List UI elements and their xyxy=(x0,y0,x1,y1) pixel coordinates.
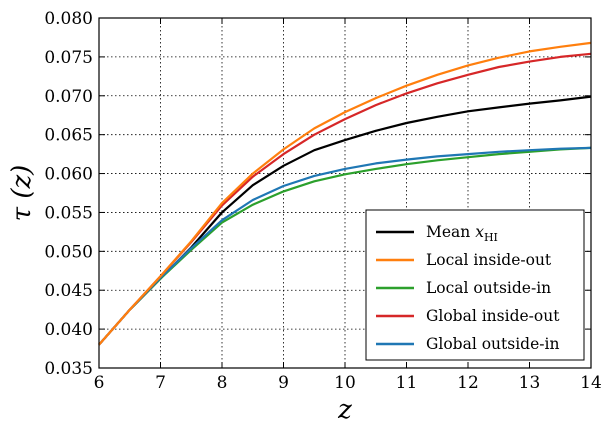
series-line-4 xyxy=(98,146,592,346)
ticks xyxy=(98,17,592,369)
y-axis-label: τ (z) xyxy=(7,165,37,222)
legend-label: Global outside-in xyxy=(426,335,559,353)
x-tick-label: 13 xyxy=(519,373,541,393)
x-tick-label: 14 xyxy=(580,373,602,393)
legend-label: Local inside-out xyxy=(426,251,552,269)
series-line-1 xyxy=(98,41,592,346)
x-tick-label: 10 xyxy=(334,373,356,393)
y-tick-label: 0.065 xyxy=(44,126,93,146)
x-tick-label: 7 xyxy=(155,373,166,393)
legend-box xyxy=(365,209,585,361)
legend-label: Global inside-out xyxy=(426,307,560,325)
y-tick-label: 0.040 xyxy=(44,320,93,340)
x-tick-label: 9 xyxy=(278,373,289,393)
x-tick-label: 6 xyxy=(94,373,105,393)
y-tick-label: 0.050 xyxy=(44,242,93,262)
legend-label: Mean xHI xyxy=(426,223,498,244)
y-tick-label: 0.075 xyxy=(44,48,93,68)
y-tick-label: 0.055 xyxy=(44,203,93,223)
series-lines xyxy=(98,41,592,346)
x-tick-label: 11 xyxy=(396,373,418,393)
y-tick-label: 0.060 xyxy=(44,165,93,185)
y-tick-label: 0.035 xyxy=(44,359,93,379)
y-tick-label: 0.070 xyxy=(44,87,93,107)
x-tick-label: 12 xyxy=(457,373,479,393)
tick-labels: 6 7 8 9 10 11 12 13 14 0.035 0.040 0.045 0.050 0.055 0… xyxy=(44,9,601,393)
x-tick-label: 8 xyxy=(217,373,228,393)
y-tick-label: 0.080 xyxy=(44,9,93,29)
y-tick-label: 0.045 xyxy=(44,281,93,301)
legend-label: Local outside-in xyxy=(426,279,551,297)
legend: Mean xHI Local inside-out Local outside-in… xyxy=(365,209,585,361)
x-axis-label: z xyxy=(337,395,352,425)
